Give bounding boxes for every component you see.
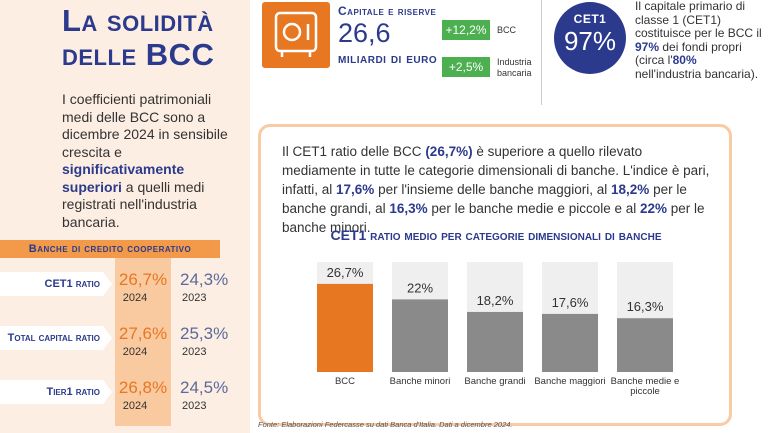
row-label: Tier1 ratio <box>0 380 112 404</box>
bar <box>617 318 673 372</box>
text: per le banche minori. <box>282 201 705 235</box>
bar <box>542 313 598 372</box>
row-label: CET1 ratio <box>0 272 112 296</box>
year-2023: 2023 <box>182 400 207 412</box>
capital-label: Capitale e riserve <box>338 4 437 18</box>
highlight: 97% <box>635 39 660 54</box>
box-text: Il CET1 ratio delle BCC (26,7%) è superi… <box>282 142 712 237</box>
value-2024: 26,8% <box>118 378 168 397</box>
category-label: BCC <box>335 376 355 387</box>
text: per le banche grandi, al <box>282 182 687 216</box>
value-label: 26,7% <box>327 265 364 280</box>
value-2023: 25,3% <box>180 324 229 343</box>
text: è superiore a quello rilevato mediamente… <box>282 144 710 197</box>
highlight: 18,2% <box>611 182 650 197</box>
cet1-badge-label: CET1 <box>573 12 607 26</box>
value-label: 18,2% <box>477 293 514 308</box>
year-2024: 2024 <box>122 346 148 358</box>
title: La solidità delle BCC <box>62 4 214 72</box>
intro-text: I coefficienti patrimoniali medi delle B… <box>62 91 228 160</box>
highlight: 17,6% <box>336 182 375 197</box>
text: dei fondi propri (circa l' <box>635 39 742 67</box>
change-badge: +2,5% <box>442 57 490 77</box>
cet1-text: Il capitale primario di classe 1 (CET1) … <box>635 0 763 81</box>
highlight: 22% <box>640 201 668 216</box>
text: Il CET1 ratio delle BCC <box>282 144 426 159</box>
chart: CET1 ratio medio per categorie dimension… <box>317 227 680 397</box>
year-2023: 2023 <box>182 346 207 358</box>
value-label: 16,3% <box>627 299 664 314</box>
info-box <box>258 124 732 426</box>
title-line: delle BCC <box>62 37 215 72</box>
value-label: 17,6% <box>552 295 589 310</box>
bar <box>467 311 523 372</box>
change-label: Industria bancaria <box>497 57 532 78</box>
chart-title: CET1 ratio medio per categorie dimension… <box>331 227 662 243</box>
year-2024: 2024 <box>122 292 148 304</box>
value-2023: 24,5% <box>180 378 229 397</box>
year-2024: 2024 <box>122 400 148 412</box>
category-label: Banche minori <box>390 376 451 387</box>
footnote: Fonte: Elaborazioni Federcasse su dati B… <box>258 420 513 429</box>
value-2023: 24,3% <box>180 270 229 289</box>
safe-icon <box>262 2 330 68</box>
category-label: Banche medie e piccole <box>611 376 680 397</box>
intro: I coefficienti patrimoniali medi delle B… <box>62 91 232 231</box>
year-2023: 2023 <box>182 292 207 304</box>
highlight: 16,3% <box>389 201 428 216</box>
capital-value: 26,6 <box>338 18 391 48</box>
text: nell'industria bancaria). <box>635 66 759 81</box>
highlight: 80% <box>672 53 697 67</box>
highlight: (26,7%) <box>425 144 473 159</box>
text: Il capitale primario di classe 1 (CET1) … <box>635 0 762 40</box>
value-2024: 26,7% <box>118 270 168 289</box>
title-line: La solidità <box>62 3 214 38</box>
category-label: Banche maggiori <box>534 376 605 387</box>
intro-text: a quelli medi registrati nell'industria … <box>62 178 205 230</box>
cet1-badge: CET1 97% <box>554 2 626 74</box>
value-label: 22% <box>407 280 433 295</box>
row-label: Total capital ratio <box>0 326 112 350</box>
text: per le banche medie e piccole e al <box>427 201 640 216</box>
category-label: Banche grandi <box>464 376 525 387</box>
change-badge: +12,2% <box>442 20 490 40</box>
value-2024: 27,6% <box>118 324 168 343</box>
bar <box>392 299 448 372</box>
capital-unit: miliardi di euro <box>338 50 438 66</box>
change-label: BCC <box>497 25 517 35</box>
bar <box>317 283 373 372</box>
intro-highlight: significativamente superiori <box>62 161 185 195</box>
table-header: Banche di credito cooperativo <box>0 240 220 258</box>
cet1-badge-value: 97% <box>563 26 617 56</box>
text: per l'insieme delle banche maggiori, al <box>374 182 612 197</box>
current-year-column <box>115 258 171 426</box>
divider <box>541 0 542 105</box>
